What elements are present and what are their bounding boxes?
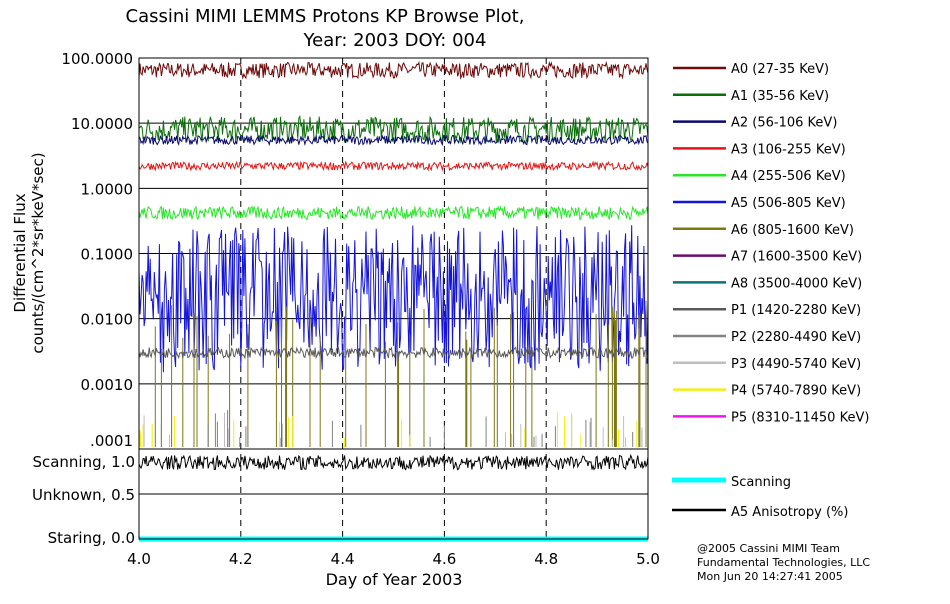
legend-label: A0 (27-35 KeV)	[731, 62, 829, 77]
series-line	[138, 225, 649, 373]
x-tick-label: 5.0	[636, 550, 660, 568]
chart-subtitle: Year: 2003 DOY: 004	[303, 30, 487, 51]
plot-frame	[138, 57, 649, 540]
lower-y-tick-label: Scanning, 1.0	[32, 453, 135, 471]
series-line	[143, 412, 643, 447]
chart-title: Cassini MIMI LEMMS Protons KP Browse Plo…	[126, 6, 525, 27]
y-tick-label: 100.0000	[61, 50, 133, 68]
y-tick-label: 0.0100	[81, 311, 134, 329]
series-line	[160, 410, 643, 447]
legend: A0 (27-35 KeV) A1 (35-56 KeV) A2 (56-106 K…	[672, 62, 869, 520]
y-axis-label-2: counts/(cm^2*sr*keV*sec)	[29, 152, 47, 353]
y-tick-label: 0.0010	[81, 376, 134, 394]
x-axis-label: Day of Year 2003	[326, 570, 463, 589]
legend-label: A3 (106-255 KeV)	[731, 142, 846, 157]
series-line	[138, 60, 649, 80]
y-tick-label: 0.1000	[81, 246, 134, 264]
anisotropy-line	[138, 453, 649, 471]
series-line	[139, 412, 638, 447]
x-tick-label: 4.8	[534, 550, 558, 568]
legend-label: P4 (5740-7890 KeV)	[731, 384, 861, 399]
legend-label: A1 (35-56 KeV)	[731, 89, 829, 104]
series-line	[138, 114, 649, 144]
series-line	[138, 160, 649, 172]
legend-label: A4 (255-506 KeV)	[731, 169, 846, 184]
lower-y-tick-label: Unknown, 0.5	[32, 486, 135, 504]
legend-label: P1 (1420-2280 KeV)	[731, 303, 861, 318]
credit-line: @2005 Cassini MIMI Team	[697, 542, 840, 555]
credit-line: Fundamental Technologies, LLC	[697, 556, 870, 569]
legend-label: A2 (56-106 KeV)	[731, 116, 837, 131]
series-line	[138, 133, 649, 147]
legend-label: P3 (4490-5740 KeV)	[731, 357, 861, 372]
legend-label: A5 (506-805 KeV)	[731, 196, 846, 211]
x-tick-label: 4.6	[432, 550, 456, 568]
legend-label: A5 Anisotropy (%)	[731, 505, 848, 520]
y-axis-label-1: Differential Flux	[11, 193, 29, 312]
legend-label: A8 (3500-4000 KeV)	[731, 276, 862, 291]
series-line	[138, 205, 649, 221]
y-tick-label: 1.0000	[81, 180, 134, 198]
plot-area: 100.0000 10.0000 1.0000 0.1000 0.0100 0.0010.…	[32, 50, 660, 568]
legend-label: Scanning	[731, 475, 791, 490]
x-tick-label: 4.0	[127, 550, 151, 568]
x-tick-label: 4.4	[331, 550, 355, 568]
series-line	[154, 300, 647, 447]
legend-label: P5 (8310-11450 KeV)	[731, 410, 869, 425]
credit-line: Mon Jun 20 14:27:41 2005	[697, 570, 843, 583]
x-tick-label: 4.2	[229, 550, 253, 568]
legend-label: P2 (2280-4490 KeV)	[731, 330, 861, 345]
y-tick-label: 10.0000	[71, 115, 133, 133]
legend-label: A7 (1600-3500 KeV)	[731, 250, 862, 265]
lower-y-tick-label: Staring, 0.0	[48, 529, 135, 547]
series-line	[138, 346, 649, 360]
y-tick-label: .0001	[90, 432, 133, 450]
legend-label: A6 (805-1600 KeV)	[731, 223, 854, 238]
